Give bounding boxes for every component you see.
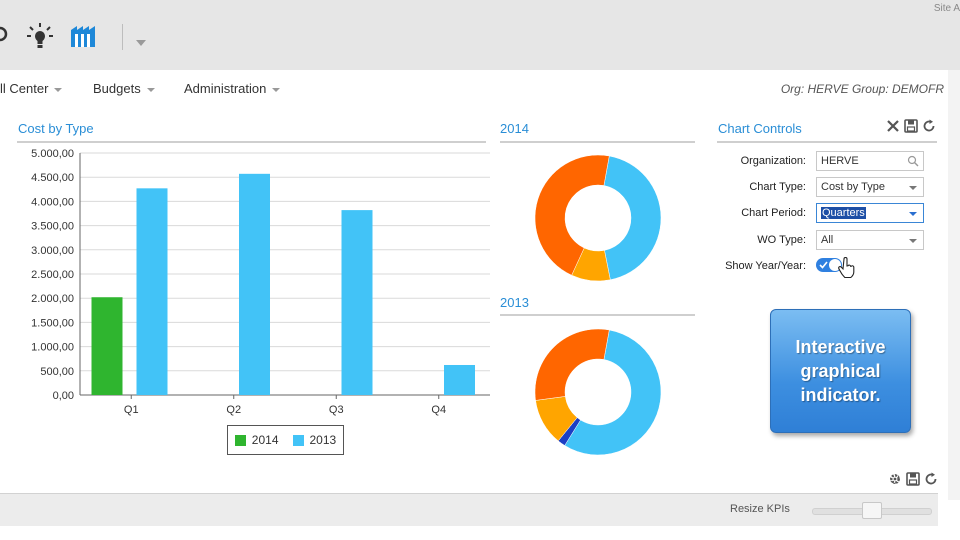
close-icon[interactable] bbox=[886, 119, 900, 138]
donut-slice-3 bbox=[534, 328, 610, 401]
panel-divider bbox=[500, 314, 695, 316]
hand-cursor-icon bbox=[838, 257, 856, 284]
chevron-down-icon bbox=[54, 87, 63, 92]
legend-swatch bbox=[234, 434, 246, 446]
menu-bar bbox=[0, 70, 960, 106]
wo-type-select[interactable]: All bbox=[816, 230, 924, 250]
check-icon bbox=[819, 261, 828, 269]
show-year-row: Show Year/Year: bbox=[700, 255, 930, 279]
y-tick-label: 4.500,00 bbox=[31, 172, 74, 184]
donut-slice-0 bbox=[603, 155, 662, 281]
org-info: Org: HERVE Group: DEMOFR bbox=[780, 82, 944, 96]
chevron-down-icon bbox=[909, 239, 917, 243]
menu-item-call-center[interactable]: ll Center bbox=[0, 81, 63, 96]
organization-field[interactable]: HERVE bbox=[816, 151, 924, 171]
chart-period-select[interactable]: Quarters bbox=[816, 203, 924, 223]
interactive-indicator-callout: Interactive graphical indicator. bbox=[770, 309, 911, 433]
y-tick-label: 1.000,00 bbox=[31, 342, 74, 354]
chart-period-value: Quarters bbox=[821, 207, 866, 219]
chevron-down-icon bbox=[272, 87, 281, 92]
donut-2013-title: 2013 bbox=[500, 295, 529, 310]
resize-kpis-label: Resize KPIs bbox=[730, 503, 790, 515]
refresh-icon[interactable] bbox=[924, 472, 938, 491]
show-year-label: Show Year/Year: bbox=[725, 260, 806, 272]
refresh-icon[interactable] bbox=[922, 119, 936, 138]
chevron-down-icon bbox=[909, 186, 917, 190]
x-tick-label: Q3 bbox=[329, 404, 344, 416]
menu-item-label: ll Center bbox=[0, 81, 49, 96]
toggle-knob bbox=[829, 259, 841, 271]
bar-2013-q2 bbox=[239, 173, 270, 395]
lightbulb-icon[interactable] bbox=[26, 22, 54, 55]
menu-item-label: Budgets bbox=[93, 81, 141, 96]
donut-slice-0 bbox=[564, 329, 662, 456]
partial-icon[interactable] bbox=[0, 26, 8, 47]
y-tick-label: 3.500,00 bbox=[31, 221, 74, 233]
legend-label: 2013 bbox=[309, 433, 337, 447]
legend-item-2014[interactable]: 2014 bbox=[234, 433, 279, 447]
menu-item-budgets[interactable]: Budgets bbox=[93, 81, 155, 96]
bar-2013-q3 bbox=[341, 210, 373, 395]
toolbar-separator bbox=[122, 24, 123, 50]
panel-divider bbox=[500, 141, 695, 143]
wo-type-row: WO Type: All bbox=[700, 229, 930, 251]
y-tick-label: 0,00 bbox=[53, 390, 74, 402]
donut-slice-2 bbox=[534, 154, 610, 276]
donut-chart-2014 bbox=[534, 154, 662, 282]
dropdown-caret-icon[interactable] bbox=[136, 33, 146, 51]
kpi-bar bbox=[0, 493, 938, 526]
organization-row: Organization: HERVE bbox=[700, 150, 930, 172]
scroll-edge bbox=[948, 70, 960, 500]
kpi-toolbar bbox=[888, 472, 938, 491]
legend-item-2013[interactable]: 2013 bbox=[292, 433, 337, 447]
chart-type-value: Cost by Type bbox=[821, 181, 885, 193]
factory-icon[interactable] bbox=[70, 24, 100, 53]
y-tick-label: 1.500,00 bbox=[31, 317, 74, 329]
chart-controls-toolbar bbox=[886, 119, 936, 138]
x-tick-label: Q1 bbox=[124, 404, 139, 416]
wo-type-label: WO Type: bbox=[757, 234, 806, 246]
y-tick-label: 3.000,00 bbox=[31, 245, 74, 257]
x-tick-label: Q2 bbox=[226, 404, 241, 416]
chart-period-row: Chart Period: Quarters bbox=[700, 202, 930, 224]
organization-label: Organization: bbox=[740, 155, 806, 167]
slider-thumb[interactable] bbox=[862, 502, 882, 519]
cost-bar-chart: 0,00 500,00 1.000,00 1.500,00 2.000,00 2.500,… bbox=[31, 148, 490, 416]
top-toolbar bbox=[0, 0, 960, 70]
legend-label: 2014 bbox=[251, 433, 279, 447]
save-icon[interactable] bbox=[904, 119, 918, 138]
show-year-toggle[interactable] bbox=[816, 258, 842, 272]
wo-type-value: All bbox=[821, 234, 834, 246]
panel-divider bbox=[717, 141, 937, 143]
chevron-down-icon bbox=[146, 87, 155, 92]
y-tick-label: 2.000,00 bbox=[31, 293, 74, 305]
y-tick-label: 500,00 bbox=[40, 366, 74, 378]
panel-divider bbox=[17, 141, 486, 143]
chart-legend: 2014 2013 bbox=[227, 425, 344, 455]
organization-value: HERVE bbox=[821, 155, 859, 167]
save-icon[interactable] bbox=[906, 472, 920, 491]
chart-type-label: Chart Type: bbox=[749, 181, 806, 193]
donut-chart-2013 bbox=[534, 328, 662, 456]
y-tick-label: 4.000,00 bbox=[31, 196, 74, 208]
chart-period-label: Chart Period: bbox=[741, 207, 806, 219]
x-tick-label: Q4 bbox=[431, 404, 446, 416]
lookup-icon[interactable] bbox=[907, 155, 919, 170]
y-tick-label: 5.000,00 bbox=[31, 148, 74, 160]
gear-icon[interactable] bbox=[888, 472, 902, 491]
chart-type-select[interactable]: Cost by Type bbox=[816, 177, 924, 197]
y-tick-label: 2.500,00 bbox=[31, 269, 74, 281]
bar-2013-q1 bbox=[136, 188, 168, 395]
chevron-down-icon bbox=[909, 212, 917, 216]
bar-2013-q4 bbox=[444, 364, 475, 395]
bar-2014-q1 bbox=[91, 297, 123, 395]
donut-2014-title: 2014 bbox=[500, 121, 529, 136]
menu-item-label: Administration bbox=[184, 81, 267, 96]
chart-type-row: Chart Type: Cost by Type bbox=[700, 176, 930, 198]
chart-controls-title: Chart Controls bbox=[718, 121, 802, 136]
site-label: Site A bbox=[933, 3, 960, 14]
legend-swatch bbox=[292, 434, 304, 446]
cost-panel-title: Cost by Type bbox=[18, 121, 94, 136]
menu-item-administration[interactable]: Administration bbox=[184, 81, 281, 96]
